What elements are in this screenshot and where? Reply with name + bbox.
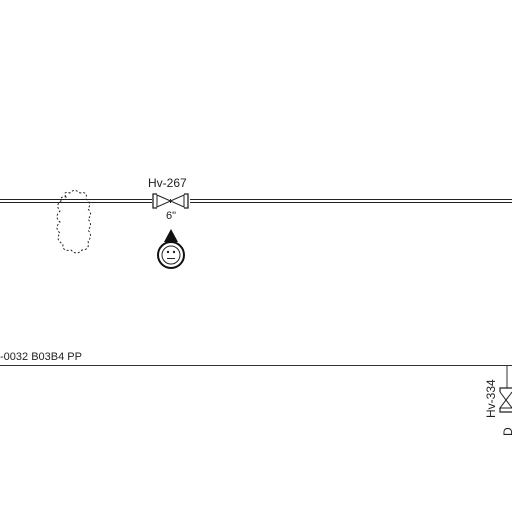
main-pipe (0, 199, 512, 203)
valve-tag-hv-334: Hv-334 (484, 379, 498, 418)
gate-valve-hv-267[interactable] (152, 193, 189, 209)
line-number-label: -0032 B03B4 PP (0, 351, 82, 363)
valve-extra-label: D (501, 427, 512, 436)
operator-indicator-icon[interactable] (157, 229, 185, 269)
gate-valve-hv-334[interactable] (499, 366, 512, 413)
valve-size-label: 6" (166, 210, 176, 222)
valve-tag-hv-267: Hv-267 (148, 176, 187, 190)
